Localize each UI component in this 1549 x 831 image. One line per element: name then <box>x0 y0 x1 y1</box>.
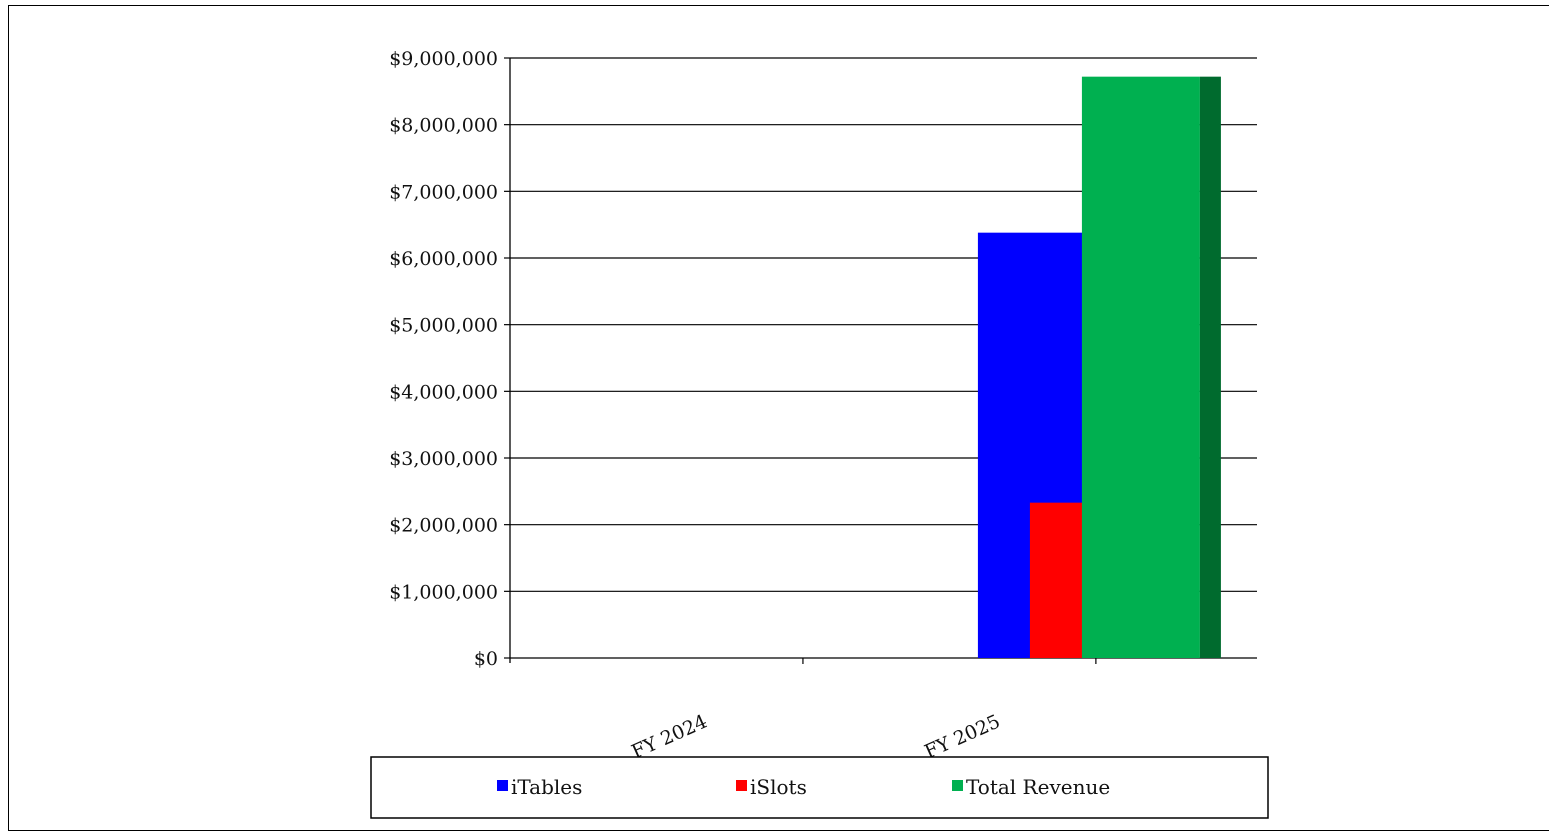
legend-label-total-revenue: Total Revenue <box>966 775 1110 799</box>
y-tick-label: $6,000,000 <box>389 248 498 270</box>
y-tick-label: $1,000,000 <box>389 581 498 603</box>
y-tick-label: $9,000,000 <box>389 48 498 70</box>
tick-labels: $0 $1,000,000 $2,000,000 $3,000,000 $4,000,0… <box>389 48 1003 763</box>
chart-frame <box>8 5 1549 831</box>
y-tick-label: $5,000,000 <box>389 315 498 337</box>
bar-total-revenue <box>1081 76 1200 658</box>
legend: iTables iSlots Total Revenue <box>370 756 1269 819</box>
legend-label-itables: iTables <box>511 775 582 799</box>
legend-label-islots: iSlots <box>750 775 807 799</box>
legend-swatch-islots <box>736 780 747 791</box>
y-tick-label: $7,000,000 <box>389 181 498 203</box>
bars <box>977 76 1221 658</box>
legend-swatch-total-revenue <box>952 780 963 791</box>
y-tick-label: $2,000,000 <box>389 515 498 537</box>
y-tick-label: $0 <box>474 648 498 670</box>
x-tick-label: FY 2025 <box>921 710 1003 763</box>
y-tick-label: $3,000,000 <box>389 448 498 470</box>
y-tick-label: $8,000,000 <box>389 115 498 137</box>
legend-swatch-itables <box>497 780 508 791</box>
legend-box <box>370 756 1269 819</box>
x-tick-label: FY 2024 <box>628 710 710 763</box>
bar-side-total-revenue <box>1199 76 1221 658</box>
y-tick-label: $4,000,000 <box>389 381 498 403</box>
